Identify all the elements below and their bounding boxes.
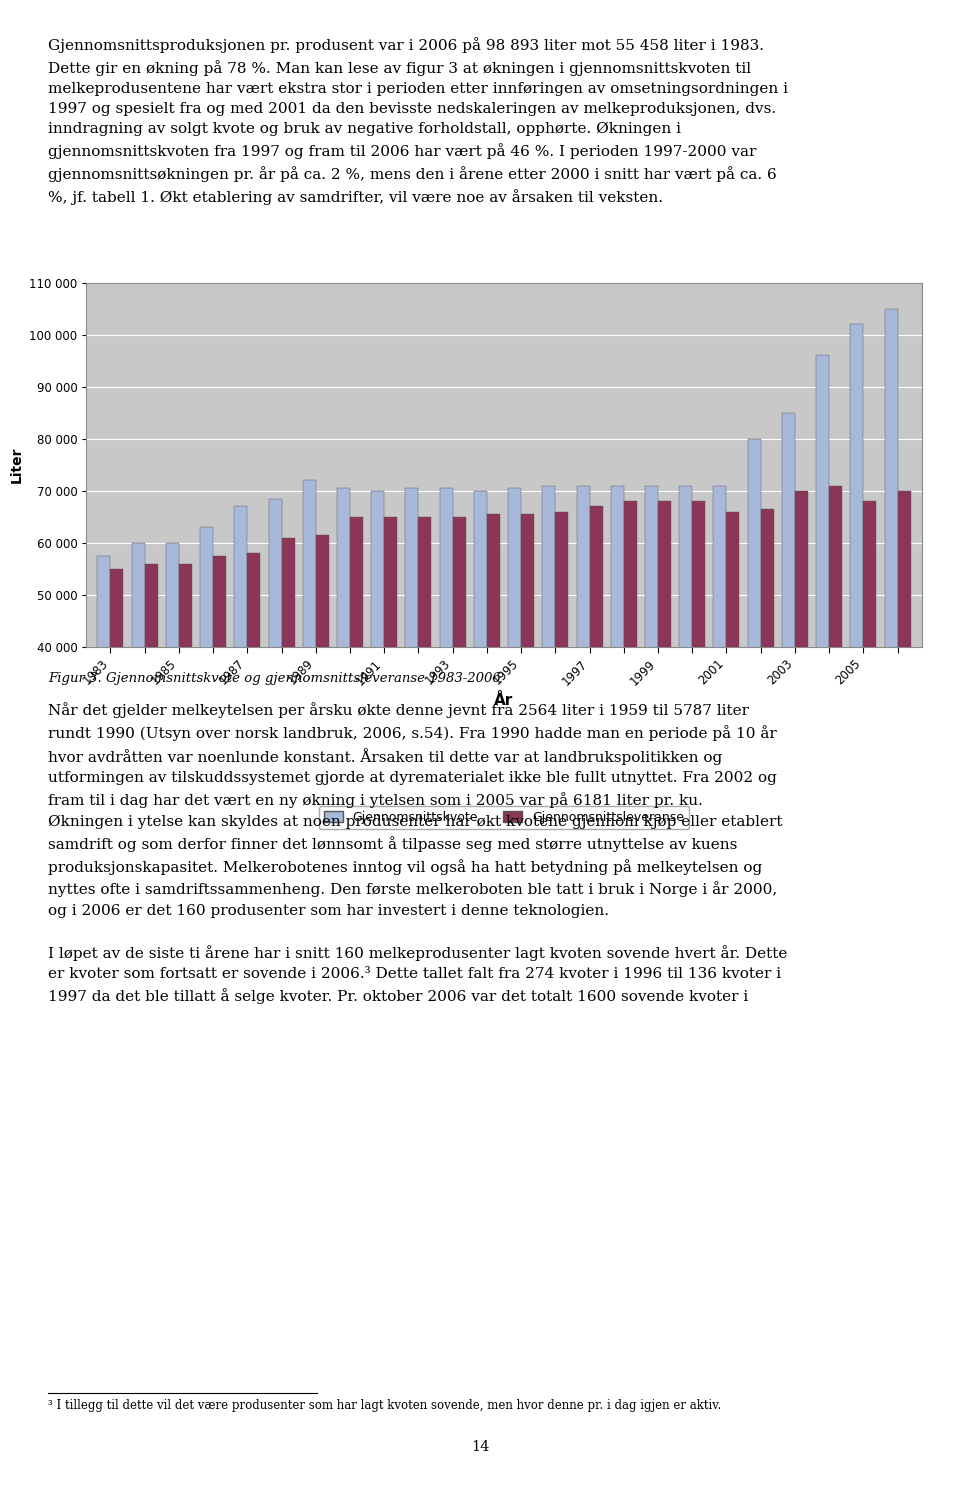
Bar (337, 488, 350, 855)
Bar (521, 515, 534, 855)
Text: 14: 14 (470, 1441, 490, 1454)
Bar (269, 498, 281, 855)
Bar (589, 506, 603, 855)
Bar (487, 515, 500, 855)
Bar (692, 501, 706, 855)
Bar (97, 556, 110, 855)
Bar (760, 509, 774, 855)
Bar (405, 488, 419, 855)
Bar (453, 517, 466, 855)
Bar (863, 501, 876, 855)
Bar (213, 556, 226, 855)
Bar (898, 491, 911, 855)
Bar (384, 517, 397, 855)
Bar (316, 535, 328, 855)
Bar (508, 488, 521, 855)
Bar (816, 355, 829, 855)
Bar (542, 485, 555, 855)
Bar (166, 543, 179, 855)
Bar (145, 564, 157, 855)
Legend: Gjennomsnittskvote, Gjennomsnittsleveranse: Gjennomsnittskvote, Gjennomsnittsleveran… (319, 806, 689, 830)
Bar (474, 491, 487, 855)
Bar (658, 501, 671, 855)
Bar (419, 517, 431, 855)
Bar (795, 491, 808, 855)
Bar (302, 480, 316, 855)
Bar (884, 309, 898, 855)
Text: Gjennomsnittsproduksjonen pr. produsent var i 2006 på 98 893 liter mot 55 458 li: Gjennomsnittsproduksjonen pr. produsent … (48, 37, 788, 205)
Bar (248, 553, 260, 855)
Bar (829, 485, 842, 855)
Text: Når det gjelder melkeytelsen per årsku økte denne jevnt fra 2564 liter i 1959 ti: Når det gjelder melkeytelsen per årsku ø… (48, 702, 787, 1004)
Bar (748, 439, 760, 855)
Bar (555, 512, 568, 855)
Bar (727, 512, 739, 855)
Text: ³ I tillegg til dette vil det være produsenter som har lagt kvoten sovende, men : ³ I tillegg til dette vil det være produ… (48, 1399, 721, 1413)
Bar (440, 488, 453, 855)
Bar (624, 501, 636, 855)
Bar (200, 528, 213, 855)
Bar (611, 485, 624, 855)
Bar (179, 564, 192, 855)
Bar (372, 491, 384, 855)
Bar (350, 517, 363, 855)
X-axis label: År: År (494, 693, 514, 708)
Bar (851, 324, 863, 855)
Bar (713, 485, 727, 855)
Bar (234, 506, 248, 855)
Bar (645, 485, 658, 855)
Bar (110, 570, 124, 855)
Text: Figur 3. Gjennomsnittskvote og gjennomsnittsleveranse 1983-2006: Figur 3. Gjennomsnittskvote og gjennomsn… (48, 672, 501, 686)
Bar (132, 543, 145, 855)
Bar (782, 412, 795, 855)
Y-axis label: Liter: Liter (10, 446, 24, 483)
Bar (281, 538, 295, 855)
Bar (577, 485, 589, 855)
Bar (680, 485, 692, 855)
